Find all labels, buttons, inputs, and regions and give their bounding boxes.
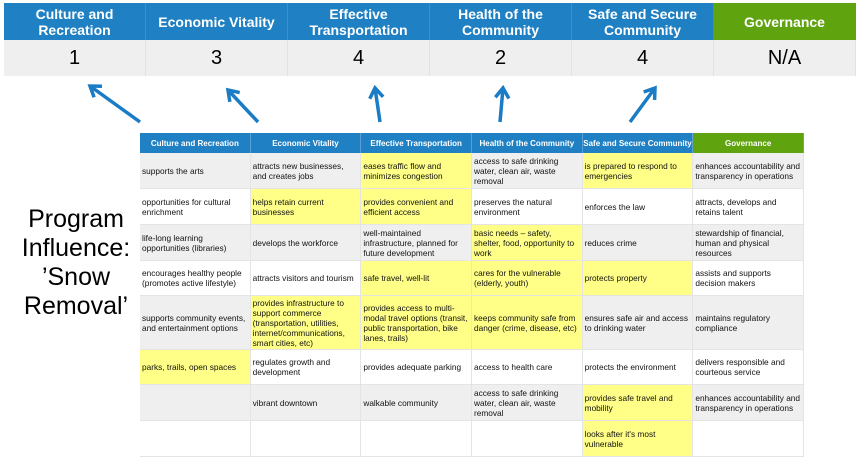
table-cell: vibrant downtown (250, 385, 362, 421)
arrowhead-icon (368, 84, 385, 100)
table-cell (140, 421, 251, 457)
table-cell (693, 421, 804, 457)
table-cell: provides convenient and efficient access (361, 189, 472, 225)
score-2: 4 (288, 40, 430, 76)
arrowhead-icon (494, 84, 511, 100)
table-cell: eases traffic flow and minimizes congest… (361, 153, 472, 189)
arrow-icon (498, 87, 505, 123)
table-cell (471, 421, 583, 457)
header-3: Health of the Community (430, 3, 572, 40)
table-cell: looks after it's most vulnerable (582, 421, 694, 457)
table-cell: supports community events, and entertain… (140, 296, 251, 350)
table-cell: keeps community safe from danger (crime,… (471, 296, 583, 350)
table-cell: encourages healthy people (promotes acti… (140, 261, 251, 296)
table-cell: life-long learning opportunities (librar… (140, 225, 251, 261)
table-cell: opportunities for cultural enrichment (140, 189, 251, 225)
table-cell: stewardship of financial, human and phys… (693, 225, 804, 261)
table-cell: attracts new businesses, and creates job… (250, 153, 362, 189)
header-4: Safe and Secure Community (572, 3, 714, 40)
score-5: N/A (714, 40, 856, 76)
header-0: Culture and Recreation (4, 3, 146, 40)
table-cell: enhances accountability and transparency… (693, 153, 804, 189)
table-cell: develops the workforce (250, 225, 362, 261)
table-cell: safe travel, well-lit (361, 261, 472, 296)
criteria-table: Culture and Recreation Economic Vitality E… (140, 133, 804, 457)
score-1: 3 (146, 40, 288, 76)
table-cell: well-maintained infrastructure, planned … (361, 225, 472, 261)
header-1: Economic Vitality (146, 3, 288, 40)
table-cell: access to safe drinking water, clean air… (471, 153, 583, 189)
table-cell: helps retain current businesses (250, 189, 362, 225)
table-header-5: Governance (693, 133, 804, 153)
table-cell: provides adequate parking (361, 350, 472, 385)
program-influence-label: Program Influence: ’Snow Removal’ (21, 205, 131, 320)
score-summary-table: Culture and Recreation Economic Vitality E… (4, 3, 856, 76)
table-cell: provides safe travel and mobility (582, 385, 694, 421)
arrowhead-icon (225, 87, 241, 103)
header-5: Governance (714, 3, 856, 40)
table-header-3: Health of the Community (471, 133, 583, 153)
arrowhead-icon (643, 85, 657, 101)
table-cell: ensures safe air and access to drinking … (582, 296, 694, 350)
table-cell: enhances accountability and transparency… (693, 385, 804, 421)
header-2: Effective Transportation (288, 3, 430, 40)
table-header-4: Safe and Secure Community (582, 133, 694, 153)
arrow-icon (373, 87, 382, 123)
table-cell: walkable community (361, 385, 472, 421)
table-cell: access to safe drinking water, clean air… (471, 385, 583, 421)
table-cell (140, 385, 251, 421)
table-cell: attracts visitors and tourism (250, 261, 362, 296)
score-3: 2 (430, 40, 572, 76)
table-cell: cares for the vulnerable (elderly, youth… (471, 261, 583, 296)
table-cell: provides access to multi-modal travel op… (361, 296, 472, 350)
table-cell: protects the environment (582, 350, 694, 385)
table-cell: parks, trails, open spaces (140, 350, 251, 385)
table-cell: enforces the law (582, 189, 694, 225)
table-cell (361, 421, 472, 457)
arrow-icon (88, 84, 142, 124)
arrowhead-icon (87, 84, 103, 98)
table-cell: reduces crime (582, 225, 694, 261)
table-cell: regulates growth and development (250, 350, 362, 385)
table-cell: supports the arts (140, 153, 251, 189)
arrow-icon (628, 86, 657, 124)
table-cell: assists and supports decision makers (693, 261, 804, 296)
table-cell: access to health care (471, 350, 583, 385)
table-header-2: Effective Transportation (361, 133, 472, 153)
table-cell: maintains regulatory compliance (693, 296, 804, 350)
score-0: 1 (4, 40, 146, 76)
score-4: 4 (572, 40, 714, 76)
table-cell: basic needs – safety, shelter, food, opp… (471, 225, 583, 261)
table-cell: attracts, develops and retains talent (693, 189, 804, 225)
table-cell: is prepared to respond to emergencies (582, 153, 694, 189)
table-cell: protects property (582, 261, 694, 296)
table-cell: provides infrastructure to support comme… (250, 296, 362, 350)
arrow-icon (226, 88, 260, 124)
table-cell: delivers responsible and courteous servi… (693, 350, 804, 385)
table-header-1: Economic Vitality (250, 133, 362, 153)
table-cell (250, 421, 362, 457)
table-cell: preserves the natural environment (471, 189, 583, 225)
table-header-0: Culture and Recreation (140, 133, 251, 153)
